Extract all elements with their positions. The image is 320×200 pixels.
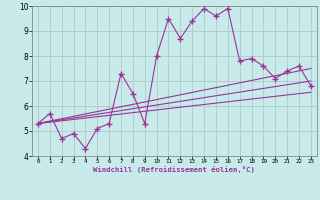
X-axis label: Windchill (Refroidissement éolien,°C): Windchill (Refroidissement éolien,°C) <box>93 166 255 173</box>
